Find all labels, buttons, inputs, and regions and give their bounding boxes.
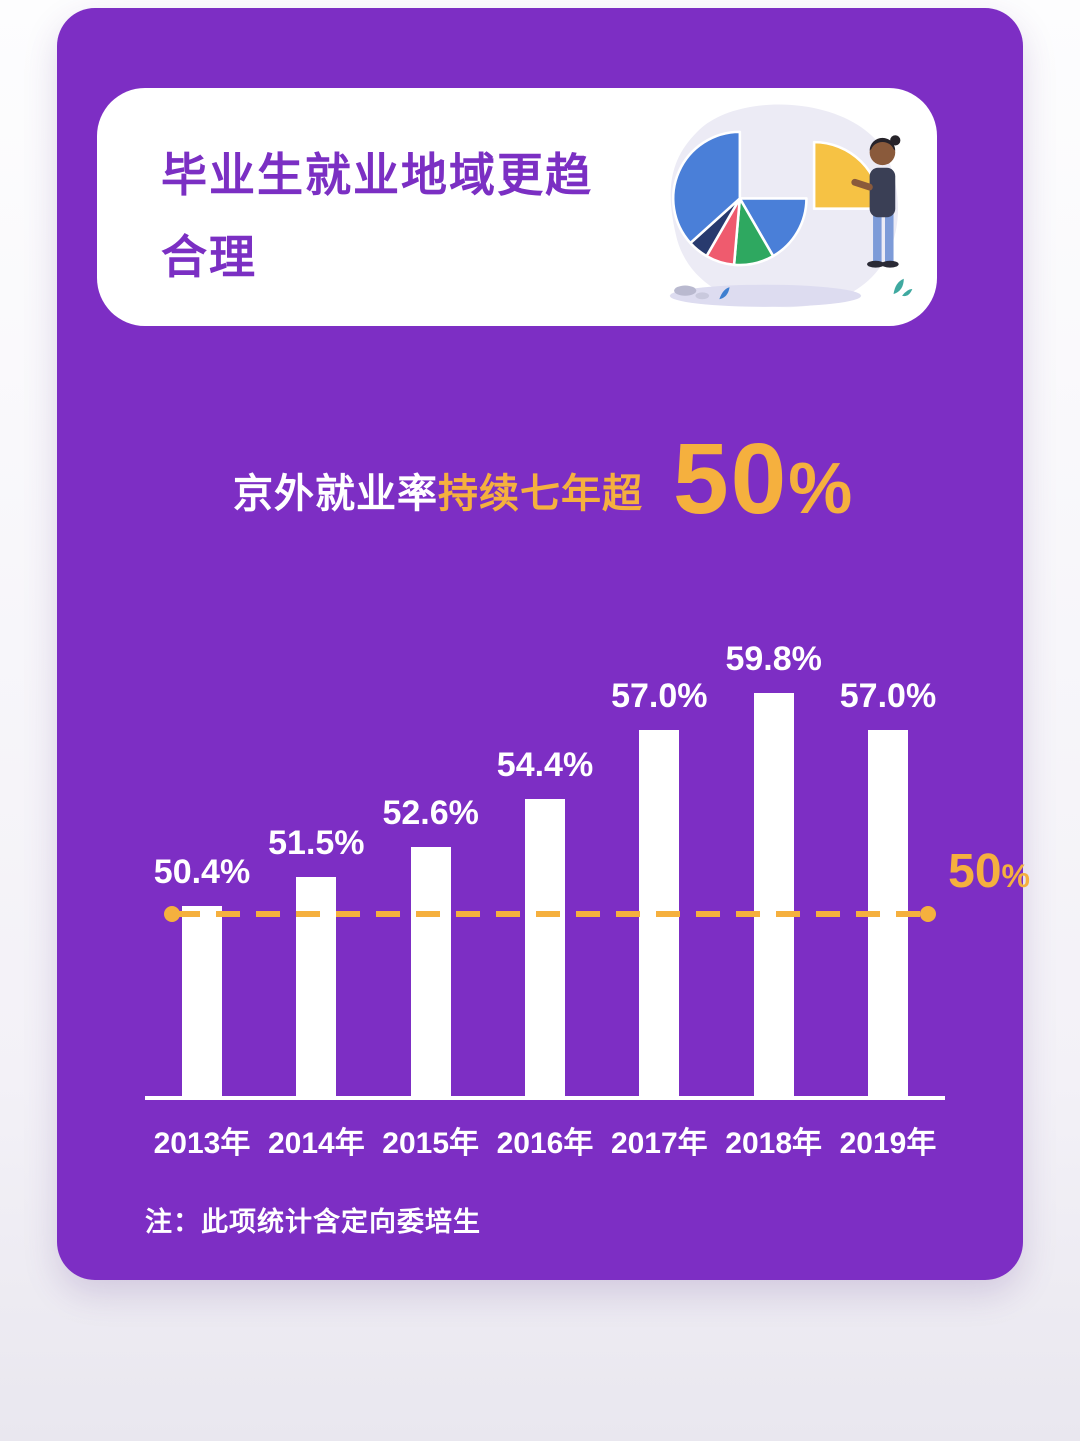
page-title-line1: 毕业生就业地域更趋: [161, 149, 593, 201]
bar: [410, 847, 451, 1096]
bar-column: 59.8%: [717, 640, 831, 1096]
bar-column: 52.6%: [374, 640, 488, 1096]
bar-column: 51.5%: [259, 640, 373, 1096]
bar: [296, 876, 337, 1096]
bar-column: 54.4%: [488, 640, 602, 1096]
header-card: 毕业生就业地域更趋 合理: [97, 88, 937, 326]
x-axis-label: 2013年: [153, 1127, 251, 1160]
chart-subtitle: 京外就业率 持续七年超 50%: [233, 416, 854, 535]
reference-line-label: 50%: [948, 844, 1030, 899]
reference-line-label-number: 50: [948, 844, 1002, 898]
bar-value-label: 52.6%: [382, 794, 479, 833]
bar-chart: 50.4% 51.5% 52.6% 54.4% 57.0% 59.8% 57.0% 50%: [145, 640, 1030, 1100]
bar-value-label: 57.0%: [839, 676, 937, 715]
subtitle-big-number: 50%: [673, 423, 855, 535]
reference-line-left-dot: [164, 905, 180, 922]
pie-chart-illustration-svg: [669, 104, 913, 308]
bar-plot: 50.4% 51.5% 52.6% 54.4% 57.0% 59.8% 57.0%: [145, 640, 945, 1096]
reference-line: 50%: [164, 845, 1030, 922]
x-axis-label: 2019年: [839, 1127, 937, 1160]
footnote: 注：此项统计含定向委培生: [145, 1207, 481, 1237]
x-axis-label: 2014年: [267, 1127, 365, 1160]
person-figure: [851, 135, 901, 268]
bar-column: 57.0%: [831, 640, 945, 1096]
x-axis-label: 2018年: [725, 1127, 823, 1160]
bar-value-label: 51.5%: [268, 823, 365, 862]
x-axis-label: 2016年: [496, 1127, 594, 1160]
x-axis-label: 2015年: [382, 1127, 480, 1160]
x-axis-label: 2017年: [610, 1127, 708, 1160]
pie-chart-illustration: [619, 96, 929, 318]
x-axis-labels: 2013年 2014年 2015年 2016年 2017年 2018年 2019年: [145, 1118, 945, 1162]
bar: [524, 799, 565, 1096]
subtitle-big-suffix: %: [788, 449, 855, 529]
bar-value-label: 54.4%: [496, 746, 594, 785]
bar-value-label: 50.4%: [153, 853, 251, 892]
bar-value-label: 57.0%: [611, 676, 708, 715]
bar: [182, 906, 222, 1096]
bar: [753, 693, 794, 1096]
bar-value-label: 59.8%: [725, 640, 822, 678]
reference-line-dash: [176, 910, 924, 917]
reference-line-right-dot: [920, 905, 936, 922]
subtitle-text-yellow: 持续七年超: [438, 472, 643, 516]
page-title: 毕业生就业地域更趋 合理: [161, 134, 593, 298]
purple-card: 毕业生就业地域更趋 合理: [57, 8, 1030, 1280]
page-title-line2: 合理: [161, 231, 257, 283]
bar-column: 50.4%: [145, 640, 259, 1096]
reference-line-label-suffix: %: [1001, 857, 1030, 894]
bar-column: 57.0%: [602, 640, 716, 1096]
subtitle-text-white: 京外就业率: [233, 472, 438, 516]
